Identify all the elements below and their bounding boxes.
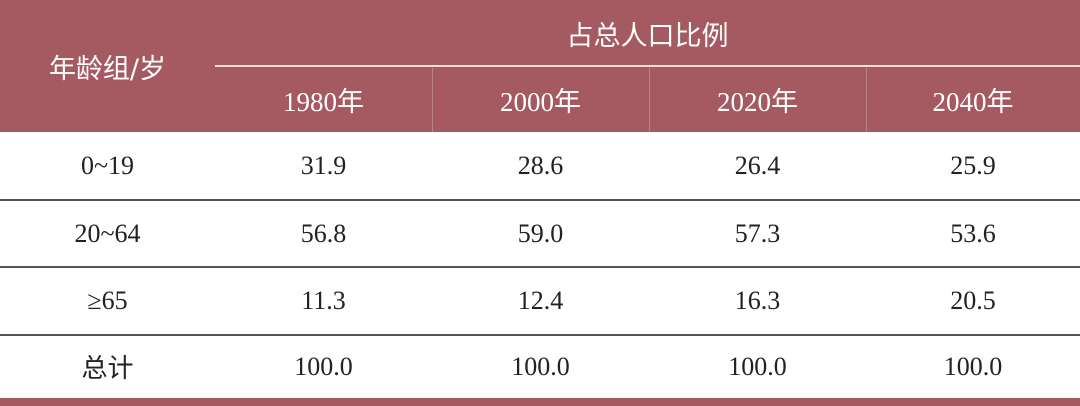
row-divider [0, 334, 1080, 336]
row-divider [0, 266, 1080, 268]
table-cell: 12.4 [517, 286, 564, 315]
footer-band [0, 398, 1080, 406]
table-cell: 26.4 [734, 151, 781, 180]
header-col-divider [649, 68, 650, 132]
header-divider [215, 65, 1080, 67]
table-cell: 100.0 [511, 351, 570, 381]
table-cell: 59.0 [517, 218, 564, 248]
group-label: 年龄组/岁 [48, 53, 167, 85]
row-divider [0, 199, 1080, 201]
table-cell: 16.3 [734, 286, 781, 315]
year-header: 2020年 [717, 86, 798, 117]
row-label: 0~19 [80, 151, 135, 180]
table-cell: 100.0 [294, 351, 353, 381]
year-header: 1980年 [283, 86, 364, 117]
header-col-divider [432, 68, 433, 132]
year-header: 2000年 [500, 86, 581, 117]
table-cell: 31.9 [300, 151, 347, 180]
span-label: 占总人口比例 [566, 20, 729, 52]
header-col-divider [866, 68, 867, 132]
table-cell: 56.8 [300, 218, 347, 248]
table-cell: 57.3 [734, 218, 781, 248]
table-cell: 53.6 [950, 218, 996, 248]
table-cell: 25.9 [950, 151, 996, 180]
row-label: 总计 [81, 354, 134, 384]
table-cell: 28.6 [517, 151, 564, 180]
table-cell: 11.3 [301, 286, 346, 315]
year-header: 2040年 [932, 86, 1014, 117]
table-cell: 100.0 [943, 351, 1003, 381]
table-cell: 100.0 [728, 351, 787, 381]
row-label: 20~64 [74, 218, 141, 248]
table-cell: 20.5 [950, 286, 996, 315]
row-label: ≥65 [87, 286, 128, 315]
